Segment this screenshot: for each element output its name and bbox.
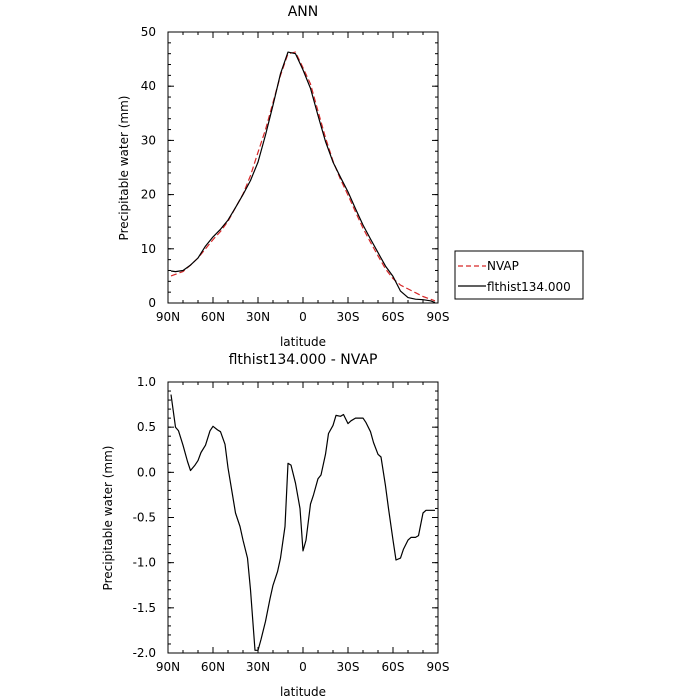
climatology-panel: ANN 90N 60N 30N 0 30S 60S 90S 0 10 20 30 40 50 latit… — [117, 4, 584, 349]
panel-title: flthist134.000 - NVAP — [229, 352, 378, 368]
y-tick-label: -0.5 — [133, 511, 156, 525]
y-tick-label: -1.5 — [133, 601, 156, 615]
x-tick-label: 30S — [337, 660, 360, 674]
y-tick-label: 30 — [141, 133, 156, 147]
y-tick-label: 20 — [141, 188, 156, 202]
y-axis-title: Precipitable water (mm) — [117, 96, 131, 241]
axes-layer: 90N 60N 30N 0 30S 60S 90S -2.0 -1.5 -1.0 -0.5 0.0 0.… — [133, 375, 450, 674]
y-tick-label: 40 — [141, 79, 156, 93]
x-tick-label: 60N — [201, 660, 225, 674]
y-tick-label: 0 — [148, 296, 156, 310]
y-tick-label: 1.0 — [137, 375, 156, 389]
legend: NVAP flthist134.000 — [454, 250, 584, 300]
y-tick-label: 0.5 — [137, 420, 156, 434]
x-tick-label: 30S — [337, 310, 360, 324]
x-axis-title: latitude — [280, 685, 326, 699]
legend-box — [454, 250, 584, 300]
series-layer — [170, 51, 436, 304]
x-tick-label: 90N — [156, 310, 180, 324]
y-tick-label: 10 — [141, 242, 156, 256]
y-tick-label: 0.0 — [137, 465, 156, 479]
x-tick-label: 60S — [382, 660, 405, 674]
series-line-nvap — [170, 51, 436, 302]
difference-panel: flthist134.000 - NVAP 90N 60N 30N 0 30S 60S 90… — [101, 352, 449, 699]
plot-frame — [167, 31, 439, 304]
series-line-difference — [170, 394, 435, 651]
x-tick-label: 60N — [201, 310, 225, 324]
x-tick-label: 30N — [246, 310, 270, 324]
series-line-flthist134-000 — [170, 51, 436, 304]
x-axis-title: latitude — [280, 335, 326, 349]
y-tick-label: -1.0 — [133, 556, 156, 570]
y-axis-title: Precipitable water (mm) — [101, 446, 115, 591]
x-tick-label: 60S — [382, 310, 405, 324]
x-tick-label: 0 — [299, 310, 307, 324]
x-tick-label: 30N — [246, 660, 270, 674]
x-tick-label: 0 — [299, 660, 307, 674]
x-tick-label: 90S — [427, 310, 450, 324]
series-layer — [170, 394, 435, 651]
y-tick-label: -2.0 — [133, 646, 156, 660]
legend-label-nvap: NVAP — [487, 259, 519, 273]
panel-title: ANN — [288, 4, 319, 20]
x-tick-label: 90N — [156, 660, 180, 674]
x-tick-label: 90S — [427, 660, 450, 674]
plot-frame — [167, 381, 439, 654]
axes-layer: 90N 60N 30N 0 30S 60S 90S 0 10 20 30 40 50 — [141, 25, 450, 324]
legend-label-model: flthist134.000 — [487, 280, 571, 294]
y-tick-label: 50 — [141, 25, 156, 39]
